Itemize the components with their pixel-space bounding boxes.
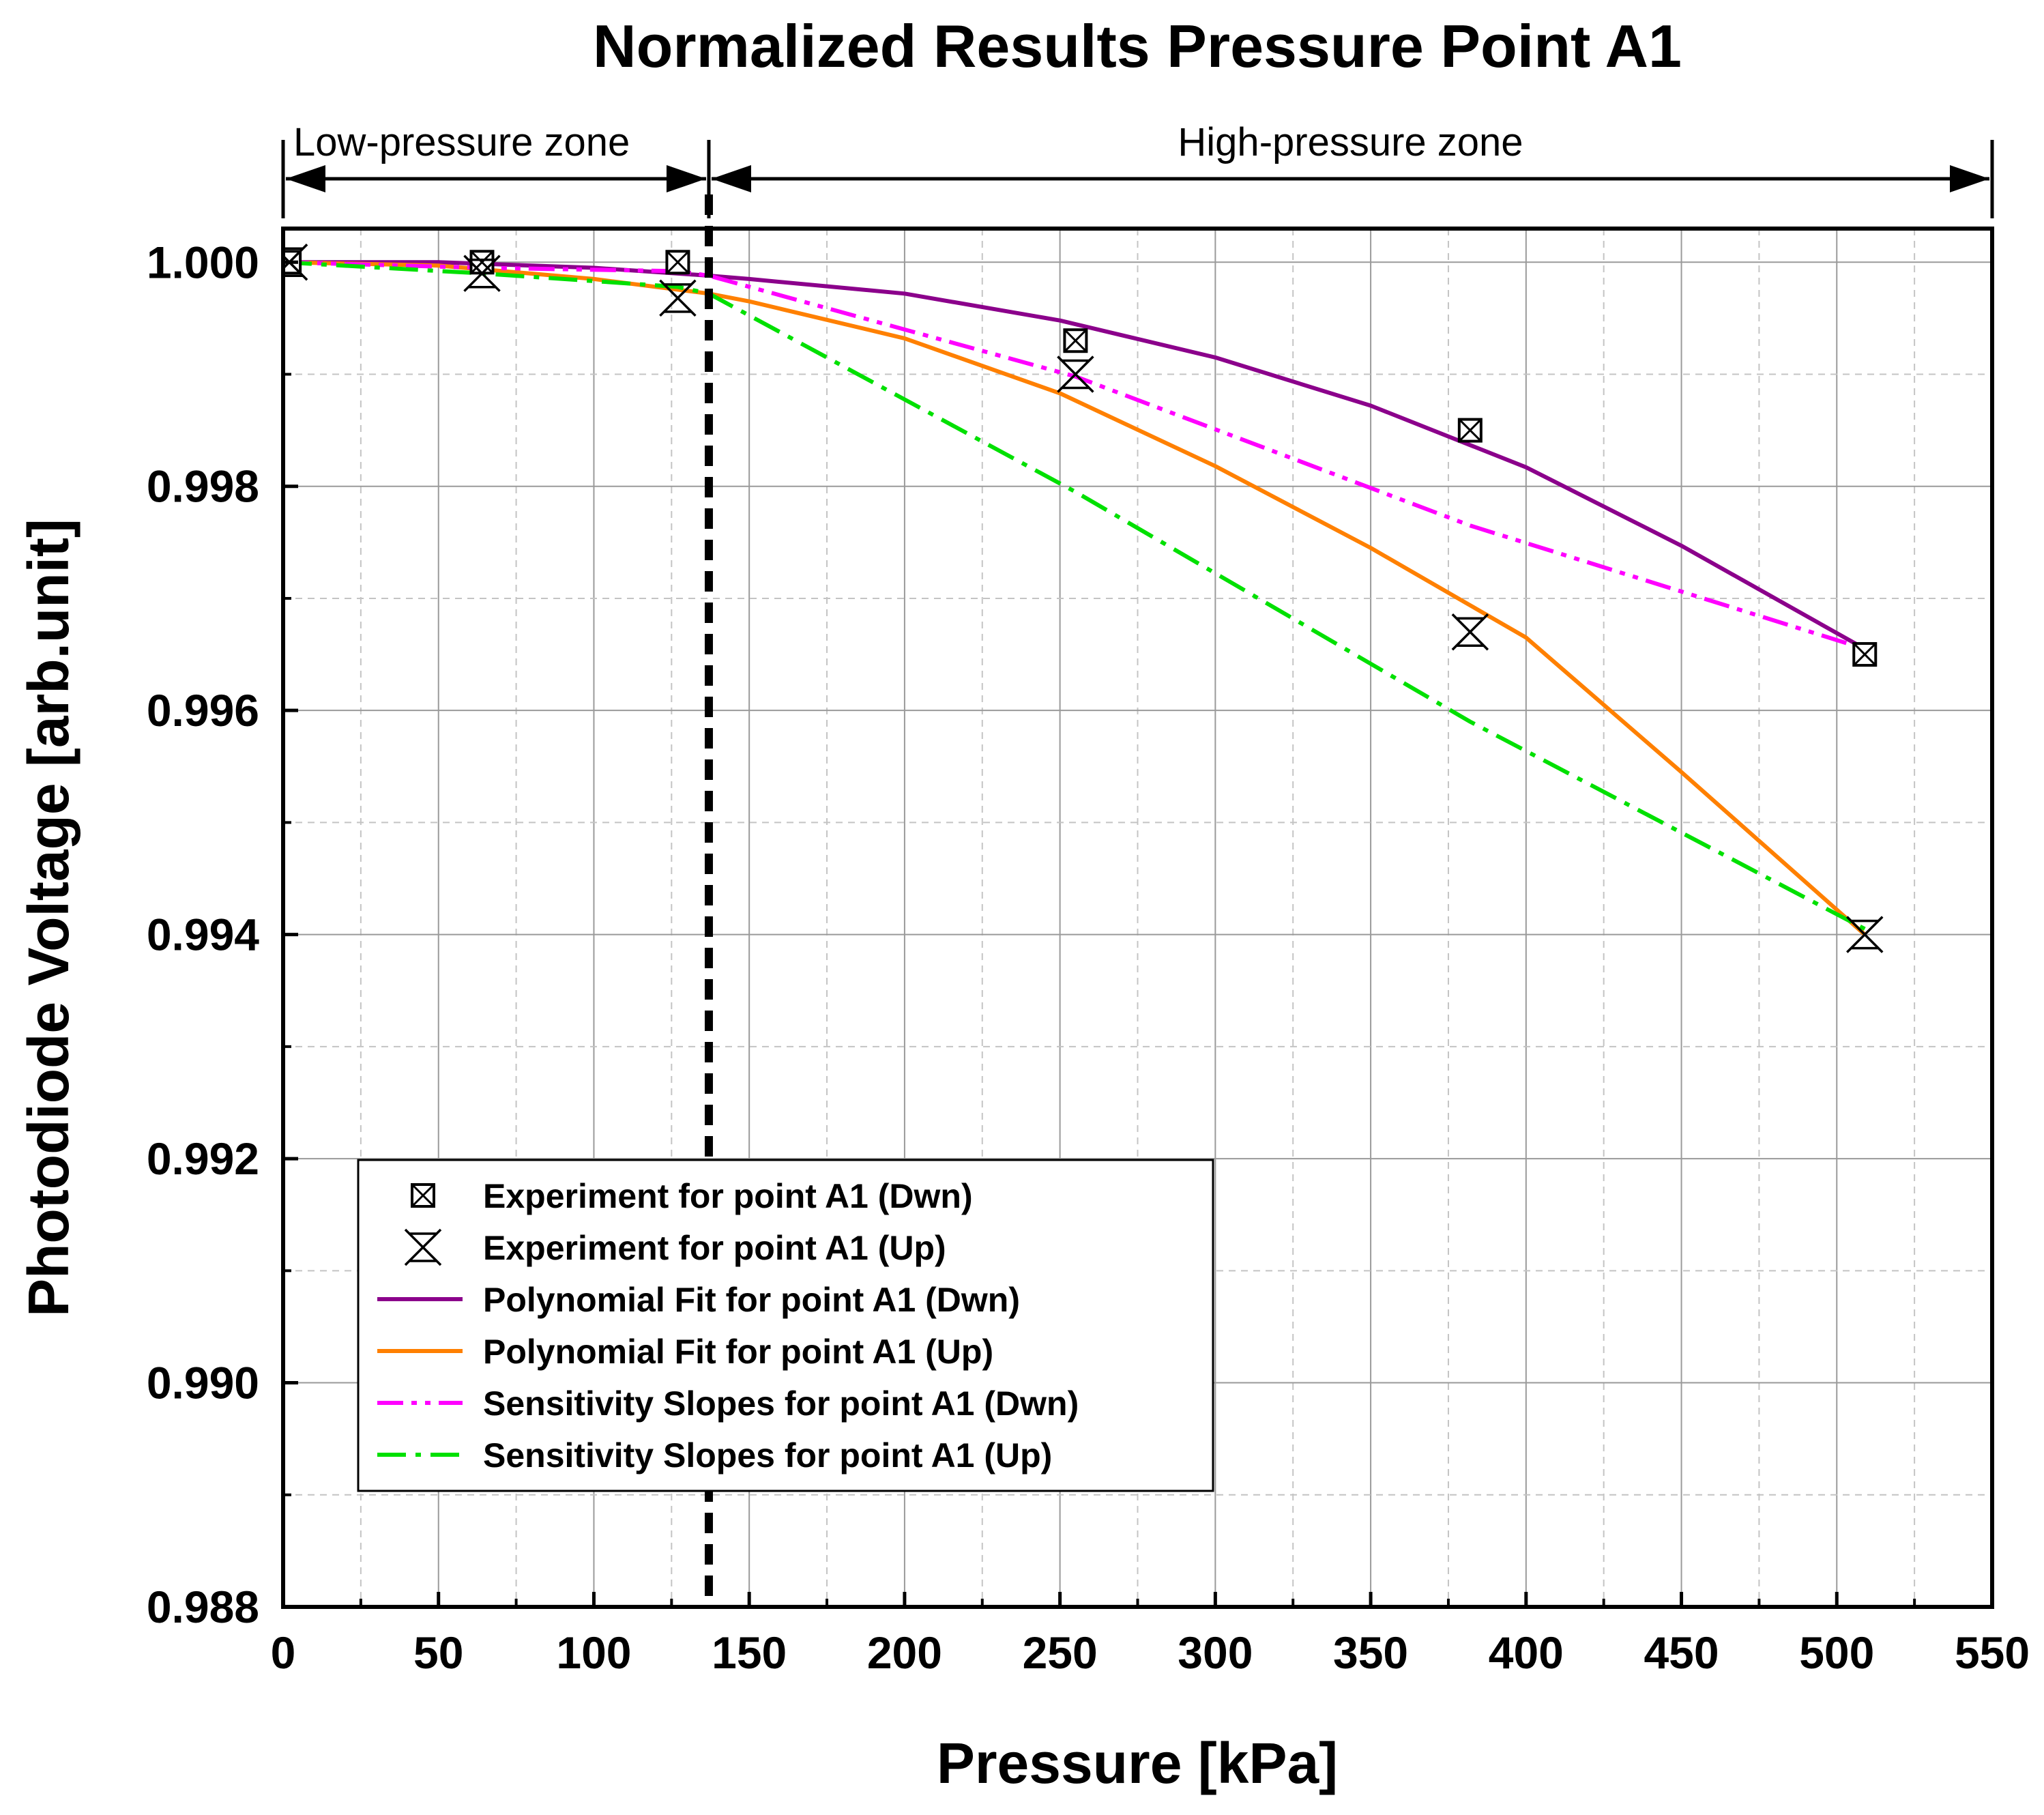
y-tick-label: 0.998 (147, 461, 259, 512)
legend-label: Polynomial Fit for point A1 (Dwn) (483, 1281, 1020, 1319)
legend-hourglass-x-glyph (404, 1228, 442, 1266)
series-1-point (1457, 418, 1483, 443)
legend-label: Experiment for point A1 (Dwn) (483, 1177, 973, 1215)
y-tick-label: 0.994 (147, 910, 259, 960)
marker-hourglass-x-glyph (1057, 355, 1094, 393)
grid (283, 229, 1992, 1607)
x-tick-label: 100 (556, 1627, 631, 1678)
marker-square-x-cross (1853, 643, 1877, 667)
x-tick-label: 350 (1333, 1627, 1408, 1678)
marker-square-x-cross (470, 250, 494, 274)
x-tick-label: 450 (1644, 1627, 1719, 1678)
chart-title: Normalized Results Pressure Point A1 (593, 12, 1682, 80)
y-tick-label: 0.996 (147, 685, 259, 736)
series-2-point (1057, 355, 1094, 393)
x-tick-label: 50 (413, 1627, 463, 1678)
data-layer (283, 244, 1884, 953)
legend-marker (411, 1183, 435, 1208)
x-tick-label: 500 (1799, 1627, 1874, 1678)
legend-square-x-cross (411, 1183, 435, 1208)
series-line-3 (283, 260, 1866, 651)
zone-annotations: Low-pressure zone High-pressure zone (281, 120, 1994, 218)
y-tick-label: 0.990 (147, 1358, 259, 1408)
x-tick-label: 0 (271, 1627, 296, 1678)
zone-arrowhead-left (286, 165, 325, 192)
marker-square-x-cross (1458, 418, 1482, 442)
x-tick-label: 400 (1489, 1627, 1564, 1678)
legend-label: Polynomial Fit for point A1 (Up) (483, 1333, 993, 1371)
y-tick-label: 1.000 (147, 237, 259, 287)
zone-arrowhead-right (1950, 165, 1989, 192)
series-line-4 (283, 260, 1867, 936)
series-line-6 (283, 260, 1866, 931)
zone-arrowhead-left (711, 165, 751, 192)
series-1-point (665, 250, 690, 275)
zone-label: High-pressure zone (1178, 120, 1523, 164)
legend-label: Sensitivity Slopes for point A1 (Up) (483, 1436, 1052, 1475)
x-tick-label: 250 (1023, 1627, 1098, 1678)
marker-hourglass-x-glyph (1451, 613, 1489, 651)
series-1-point (1063, 328, 1088, 353)
legend-box (357, 1159, 1214, 1492)
x-axis-title: Pressure [kPa] (937, 1731, 1338, 1795)
marker-square-x-cross (666, 250, 690, 274)
legend: Experiment for point A1 (Dwn) Experiment … (357, 1159, 1214, 1492)
x-tick-label: 200 (867, 1627, 942, 1678)
x-tick-label: 300 (1178, 1627, 1253, 1678)
axis-ticks: 0 50 100 150 200 250 300 350 400 450 500 550 0.988 0.… (147, 237, 2030, 1678)
series-2-point (1451, 613, 1489, 651)
marker-hourglass-x-glyph (659, 279, 697, 317)
legend-label: Sensitivity Slopes for point A1 (Dwn) (483, 1384, 1079, 1423)
series-2-point (1846, 916, 1884, 953)
marker-hourglass-x-glyph (463, 255, 501, 292)
series-2-point (463, 255, 501, 292)
marker-square-x-cross (1064, 329, 1087, 353)
x-tick-label: 150 (712, 1627, 787, 1678)
series-1-point (1852, 642, 1878, 667)
zone-label: Low-pressure zone (293, 120, 630, 164)
legend-marker (404, 1228, 442, 1266)
series-line-5 (283, 260, 1866, 651)
y-axis-title: Photodiode Voltage [arb.unit] (16, 519, 81, 1317)
series-1-point (469, 250, 495, 275)
series-2-point (659, 279, 697, 317)
marker-hourglass-x-glyph (1846, 916, 1884, 953)
x-tick-label: 550 (1955, 1627, 2030, 1678)
legend-label: Experiment for point A1 (Up) (483, 1229, 946, 1267)
zone-arrowhead-right (666, 165, 706, 192)
y-tick-label: 0.988 (147, 1582, 259, 1632)
y-tick-label: 0.992 (147, 1133, 259, 1184)
